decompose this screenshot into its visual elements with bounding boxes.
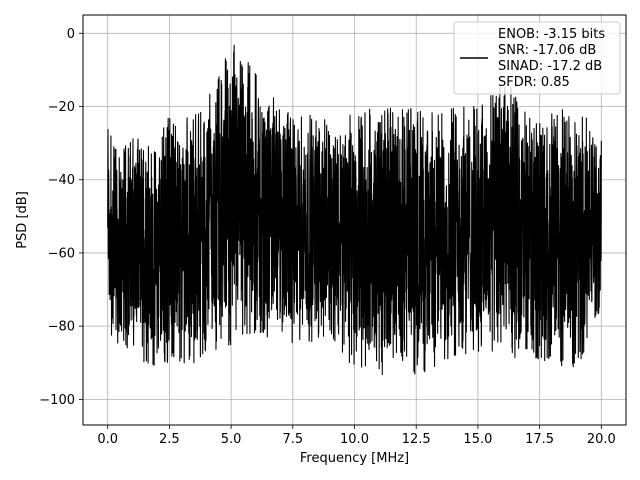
y-tick-label: 0: [67, 27, 75, 42]
x-axis-ticks: 0.0 2.5 5.0 7.5 10.0 12.5 15.0 17.5 20.0: [97, 425, 616, 447]
psd-line: [107, 44, 602, 376]
x-tick-label: 20.0: [587, 432, 616, 447]
x-tick-label: 12.5: [402, 432, 431, 447]
y-axis-ticks: 0 −20 −40 −60 −80 −100: [39, 27, 83, 408]
y-tick-label: −40: [48, 173, 75, 188]
y-tick-label: −80: [48, 320, 75, 335]
y-tick-label: −60: [48, 246, 75, 261]
psd-series: [107, 44, 602, 376]
legend: ENOB: -3.15 bits SNR: -17.06 dB SINAD: -17…: [453, 21, 621, 95]
y-tick-label: −20: [48, 100, 75, 115]
x-tick-label: 17.5: [525, 432, 554, 447]
x-tick-label: 15.0: [463, 432, 492, 447]
x-axis-label: Frequency [MHz]: [300, 451, 409, 466]
x-tick-label: 10.0: [340, 432, 369, 447]
y-tick-label: −100: [39, 393, 75, 408]
x-tick-label: 2.5: [159, 432, 180, 447]
y-axis-label: PSD [dB]: [15, 191, 30, 249]
x-tick-label: 7.5: [282, 432, 303, 447]
legend-box: [453, 21, 621, 95]
legend-label: ENOB: -3.15 bits SNR: -17.06 dB SINAD: -17…: [498, 27, 605, 90]
x-tick-label: 5.0: [221, 432, 242, 447]
x-tick-label: 0.0: [97, 432, 118, 447]
